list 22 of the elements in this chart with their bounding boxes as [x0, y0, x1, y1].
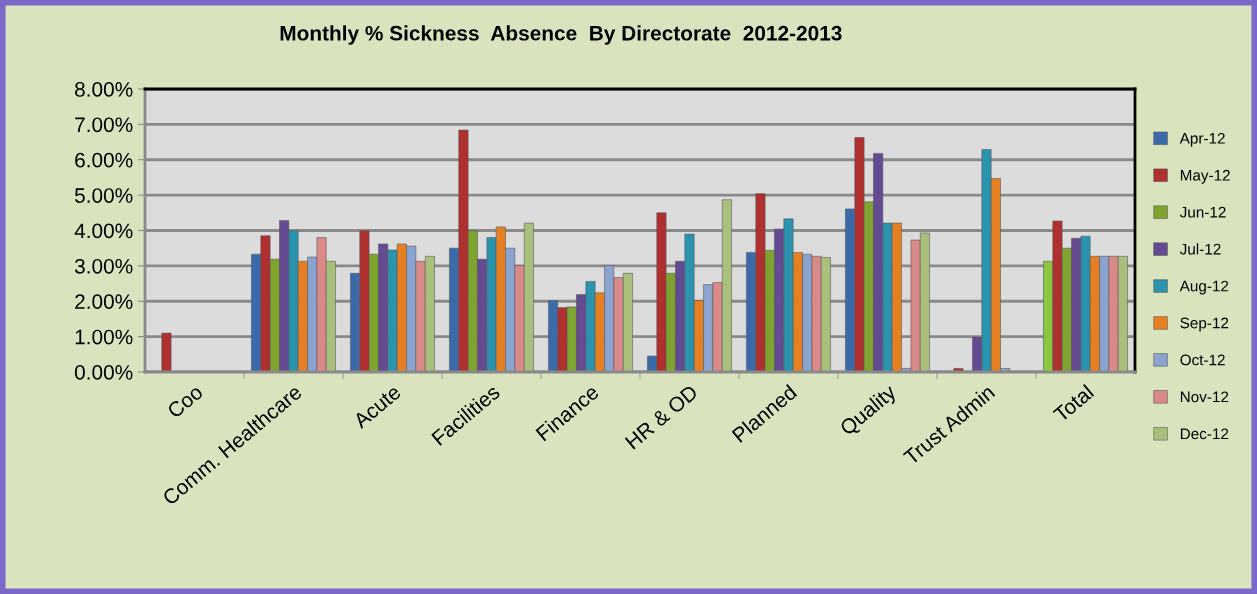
y-tick-label: 1.00%: [75, 329, 133, 345]
bar: [161, 332, 172, 372]
x-tick-label: Coo: [166, 384, 204, 419]
legend-label: Nov-12: [1180, 391, 1229, 403]
chart-title: Monthly % Sickness Absence By Directorate 2012-2013: [280, 25, 842, 45]
y-tick-label: 3.00%: [74, 258, 133, 274]
legend-label: Jun-12: [1179, 206, 1226, 218]
x-tick-label: HR & OD: [624, 384, 699, 450]
legend-label: Oct-12: [1180, 354, 1225, 366]
legend-label: May-12: [1180, 169, 1230, 184]
y-tick-label: 0.00%: [74, 365, 133, 380]
y-tick-label: 8.00%: [75, 82, 133, 97]
y-tick-label: 2.00%: [75, 294, 133, 309]
y-tick-label: 7.00%: [75, 117, 133, 133]
legend-label: Jul-12: [1179, 243, 1221, 255]
legend-label: Sep-12: [1180, 317, 1229, 332]
legend-label: Apr-12: [1179, 132, 1225, 147]
y-tick-label: 4.00%: [74, 223, 133, 239]
legend-label: Dec-12: [1180, 428, 1229, 440]
y-tick-label: 6.00%: [75, 152, 133, 168]
legend-label: Aug-12: [1179, 280, 1229, 295]
y-tick-label: 5.00%: [74, 188, 133, 203]
